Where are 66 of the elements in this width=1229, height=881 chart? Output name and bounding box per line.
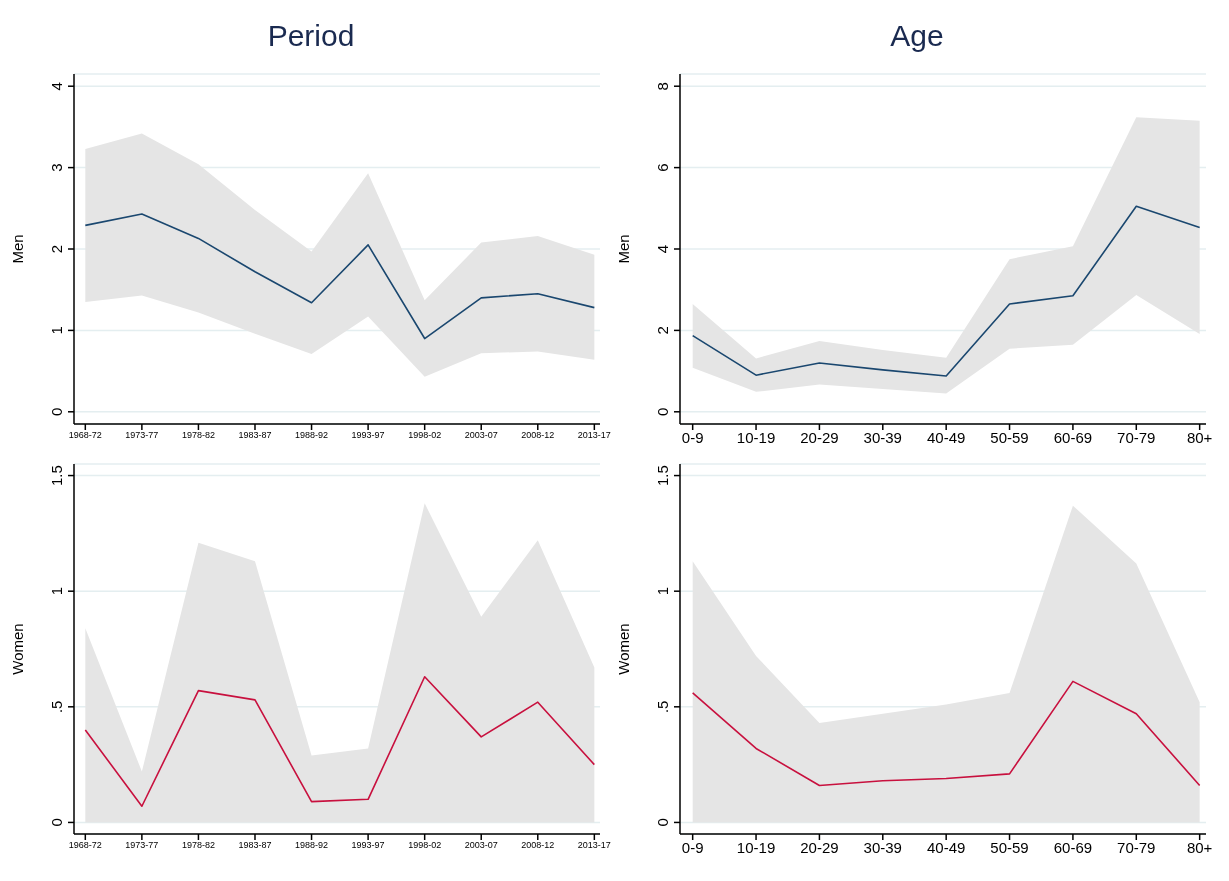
x-tick-label: 1988-92 <box>295 430 329 441</box>
y-tick-label: 1.5 <box>654 465 671 486</box>
y-tick-label: 2 <box>48 244 65 254</box>
line-series <box>691 205 1201 377</box>
y-tick-label: 0 <box>48 818 65 827</box>
x-tick-label: 1983-87 <box>238 840 272 851</box>
x-tick-label: 60-69 <box>1053 838 1093 856</box>
y-tick-label: 8 <box>654 82 671 91</box>
x-tick-label: 10-19 <box>736 428 776 446</box>
line-series <box>691 680 1201 787</box>
x-tick-label: 70-79 <box>1117 428 1156 446</box>
y-tick-label: 1 <box>48 326 65 335</box>
y-tick-label: .5 <box>48 700 65 714</box>
x-tick-label: 2008-12 <box>521 430 555 441</box>
x-tick-label: 2013-17 <box>577 840 611 851</box>
x-tick-label: 1973-77 <box>125 430 159 441</box>
y-tick-label: 1.5 <box>48 465 65 486</box>
y-tick-label: 0 <box>654 818 671 827</box>
y-tick-label: 4 <box>654 244 671 254</box>
x-tick-label: 30-39 <box>863 428 902 446</box>
y-tick-label: 6 <box>654 163 671 172</box>
y-axis-title: Women <box>615 623 633 675</box>
y-axis-title: Men <box>615 234 633 264</box>
x-tick-label: 80+ <box>1186 838 1213 856</box>
x-tick-label: 1978-82 <box>181 430 215 441</box>
x-tick-label: 20-29 <box>800 428 839 446</box>
x-tick-label: 1988-92 <box>295 840 329 851</box>
x-tick-label: 40-49 <box>926 838 966 856</box>
x-tick-label: 70-79 <box>1117 838 1156 856</box>
x-tick-label: 50-59 <box>990 838 1029 856</box>
x-tick-label: 1998-02 <box>408 430 442 441</box>
x-tick-label: 1978-82 <box>181 840 215 851</box>
x-tick-label: 1983-87 <box>238 430 272 441</box>
y-axis-title: Women <box>9 623 27 675</box>
x-tick-label: 2013-17 <box>577 430 611 441</box>
x-tick-label: 1973-77 <box>125 840 159 851</box>
y-tick-label: 3 <box>48 163 65 172</box>
y-tick-label: 1 <box>48 587 65 596</box>
x-tick-label: 10-19 <box>736 838 776 856</box>
x-tick-label: 80+ <box>1186 428 1213 446</box>
y-tick-label: 4 <box>48 82 65 91</box>
chart-title: Age <box>889 18 945 54</box>
x-tick-label: 1993-97 <box>351 430 385 441</box>
x-tick-label: 1993-97 <box>351 840 385 851</box>
y-tick-label: .5 <box>654 700 671 714</box>
x-tick-label: 50-59 <box>990 428 1029 446</box>
y-tick-label: 2 <box>654 326 671 335</box>
x-tick-label: 0-9 <box>681 838 704 856</box>
x-tick-label: 30-39 <box>863 838 902 856</box>
y-tick-label: 1 <box>654 587 671 596</box>
x-tick-label: 1968-72 <box>68 840 102 851</box>
x-tick-label: 2008-12 <box>521 840 555 851</box>
x-tick-label: 2003-07 <box>464 840 498 851</box>
y-axis-title: Men <box>9 234 27 264</box>
x-tick-label: 20-29 <box>800 838 839 856</box>
line-series <box>84 213 596 340</box>
x-tick-label: 1998-02 <box>408 840 442 851</box>
y-tick-label: 0 <box>654 407 671 416</box>
y-tick-label: 0 <box>48 407 65 416</box>
x-tick-label: 1968-72 <box>68 430 102 441</box>
x-tick-label: 60-69 <box>1053 428 1093 446</box>
x-tick-label: 0-9 <box>681 428 704 446</box>
chart-title: Period <box>266 18 356 54</box>
x-tick-label: 40-49 <box>926 428 966 446</box>
line-series <box>84 675 596 808</box>
x-tick-label: 2003-07 <box>464 430 498 441</box>
